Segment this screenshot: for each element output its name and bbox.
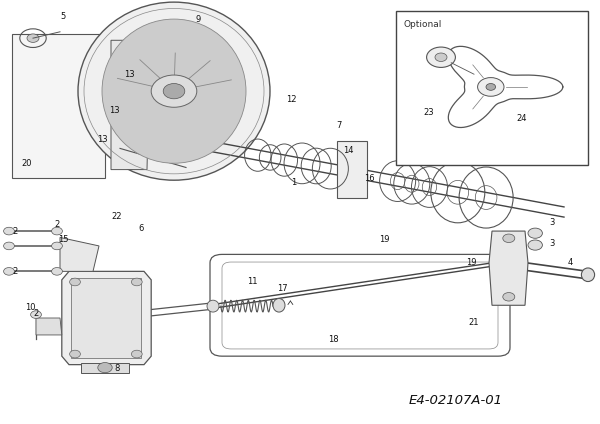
Ellipse shape	[581, 268, 595, 282]
Circle shape	[427, 47, 455, 67]
Circle shape	[503, 234, 515, 243]
Circle shape	[503, 293, 515, 301]
Text: 2: 2	[34, 309, 38, 318]
Circle shape	[486, 84, 496, 90]
Text: 4: 4	[568, 258, 572, 268]
Text: 21: 21	[469, 318, 479, 327]
Circle shape	[70, 350, 80, 358]
Text: 20: 20	[22, 159, 32, 168]
Circle shape	[528, 228, 542, 238]
Text: 14: 14	[343, 146, 353, 155]
Text: 13: 13	[97, 135, 107, 145]
Text: 13: 13	[124, 70, 134, 79]
Polygon shape	[337, 141, 367, 198]
Circle shape	[478, 78, 504, 96]
Ellipse shape	[102, 19, 246, 163]
Text: 1: 1	[292, 178, 296, 187]
Text: E4-02107A-01: E4-02107A-01	[409, 394, 503, 407]
Text: 24: 24	[517, 114, 527, 123]
Text: 6: 6	[139, 224, 143, 234]
Text: 8: 8	[115, 364, 119, 374]
Polygon shape	[36, 318, 62, 335]
Text: 10: 10	[25, 303, 35, 312]
Text: 15: 15	[58, 235, 68, 244]
Circle shape	[131, 350, 142, 358]
Text: 7: 7	[337, 120, 341, 130]
Text: 23: 23	[424, 108, 434, 117]
Polygon shape	[62, 271, 151, 365]
Polygon shape	[60, 237, 99, 271]
Polygon shape	[71, 278, 141, 358]
Ellipse shape	[207, 300, 219, 312]
Text: 19: 19	[466, 258, 476, 268]
Text: 2: 2	[13, 267, 17, 276]
Text: 3: 3	[550, 218, 554, 227]
Text: 2: 2	[55, 220, 59, 229]
Circle shape	[52, 268, 62, 275]
Text: 22: 22	[112, 212, 122, 221]
Circle shape	[31, 311, 41, 318]
Circle shape	[151, 75, 197, 107]
Ellipse shape	[78, 2, 270, 180]
Text: 3: 3	[550, 239, 554, 248]
Circle shape	[27, 34, 39, 42]
Text: 2: 2	[13, 226, 17, 236]
Text: 12: 12	[286, 95, 296, 104]
Text: Optional: Optional	[403, 20, 442, 29]
Circle shape	[4, 242, 14, 250]
Polygon shape	[12, 34, 111, 178]
Text: 17: 17	[277, 284, 287, 293]
Circle shape	[4, 227, 14, 235]
Circle shape	[52, 227, 62, 235]
Circle shape	[528, 240, 542, 250]
Text: 11: 11	[247, 277, 257, 287]
Text: 9: 9	[196, 14, 200, 24]
Text: 19: 19	[379, 235, 389, 244]
Circle shape	[98, 363, 112, 373]
Text: 16: 16	[364, 173, 374, 183]
Polygon shape	[81, 363, 129, 373]
Circle shape	[163, 84, 185, 99]
Circle shape	[52, 242, 62, 250]
Circle shape	[70, 278, 80, 286]
Ellipse shape	[273, 298, 285, 312]
Text: 13: 13	[109, 106, 119, 115]
Polygon shape	[489, 231, 528, 305]
Circle shape	[131, 278, 142, 286]
Circle shape	[435, 53, 447, 61]
Text: 18: 18	[328, 335, 338, 344]
Bar	[396, 11, 588, 165]
Circle shape	[4, 268, 14, 275]
Polygon shape	[111, 40, 150, 170]
Text: 5: 5	[61, 12, 65, 22]
